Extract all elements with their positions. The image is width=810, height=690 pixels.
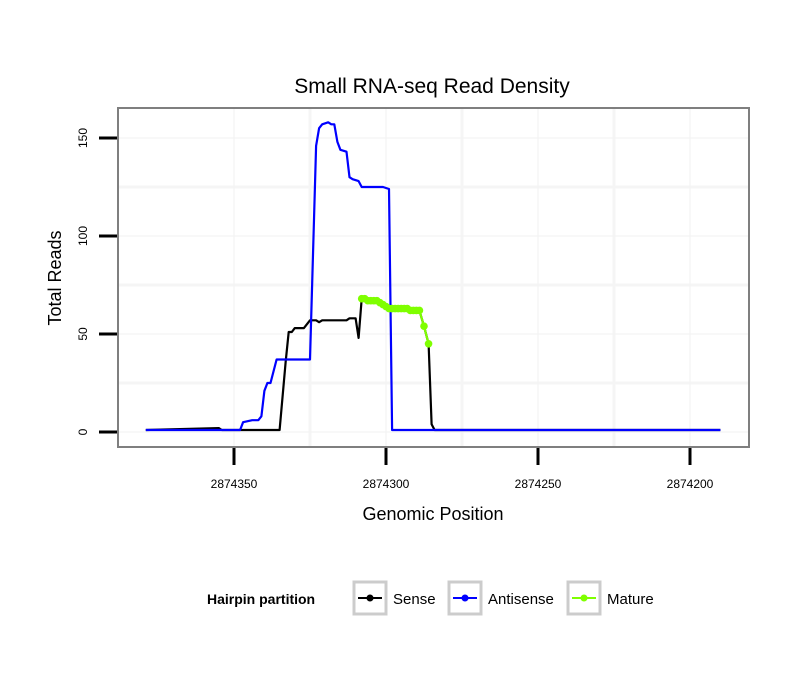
x-tick-label: 2874250 [515, 477, 562, 491]
legend-key-point [461, 594, 469, 602]
plot-panel-border [117, 107, 750, 448]
y-tick-label: 50 [76, 327, 90, 341]
legend-key-point [580, 594, 588, 602]
data-point-mature [420, 322, 428, 330]
series-layer [145, 121, 721, 432]
plot-panel [118, 108, 749, 447]
grid [118, 108, 749, 447]
chart-title: Small RNA-seq Read Density [294, 75, 570, 98]
y-tick-label: 100 [76, 226, 90, 246]
legend-label-antisense: Antisense [488, 591, 554, 608]
legend-key-point [366, 594, 374, 602]
axes: 0 50 100 150 2874350 2874300 2874250 2874200 [76, 128, 714, 491]
x-tick-label: 2874350 [211, 477, 258, 491]
legend: Hairpin partition Sense Antisense Mature [207, 580, 654, 616]
x-tick-label: 2874300 [363, 477, 410, 491]
series-line-antisense [145, 121, 721, 432]
y-tick-label: 150 [76, 128, 90, 148]
legend-label-mature: Mature [607, 591, 654, 608]
legend-label-sense: Sense [393, 591, 436, 608]
y-tick-label: 0 [76, 428, 90, 435]
y-axis-label: Total Reads [45, 230, 65, 325]
x-axis-label: Genomic Position [362, 504, 503, 524]
data-point-mature [424, 340, 433, 348]
legend-title: Hairpin partition [207, 591, 315, 607]
x-tick-label: 2874200 [667, 477, 714, 491]
data-point-mature [415, 306, 424, 315]
